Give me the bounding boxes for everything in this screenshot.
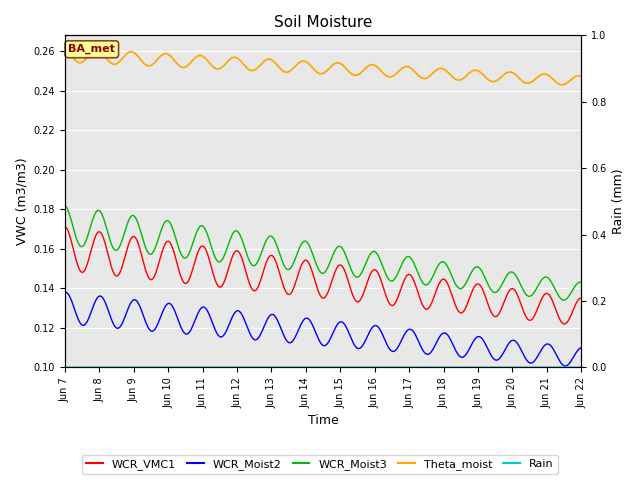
Y-axis label: Rain (mm): Rain (mm): [612, 168, 625, 234]
Y-axis label: VWC (m3/m3): VWC (m3/m3): [15, 157, 28, 245]
Title: Soil Moisture: Soil Moisture: [274, 15, 372, 30]
Text: BA_met: BA_met: [68, 44, 115, 54]
X-axis label: Time: Time: [308, 414, 339, 427]
Legend: WCR_VMC1, WCR_Moist2, WCR_Moist3, Theta_moist, Rain: WCR_VMC1, WCR_Moist2, WCR_Moist3, Theta_…: [82, 455, 558, 474]
